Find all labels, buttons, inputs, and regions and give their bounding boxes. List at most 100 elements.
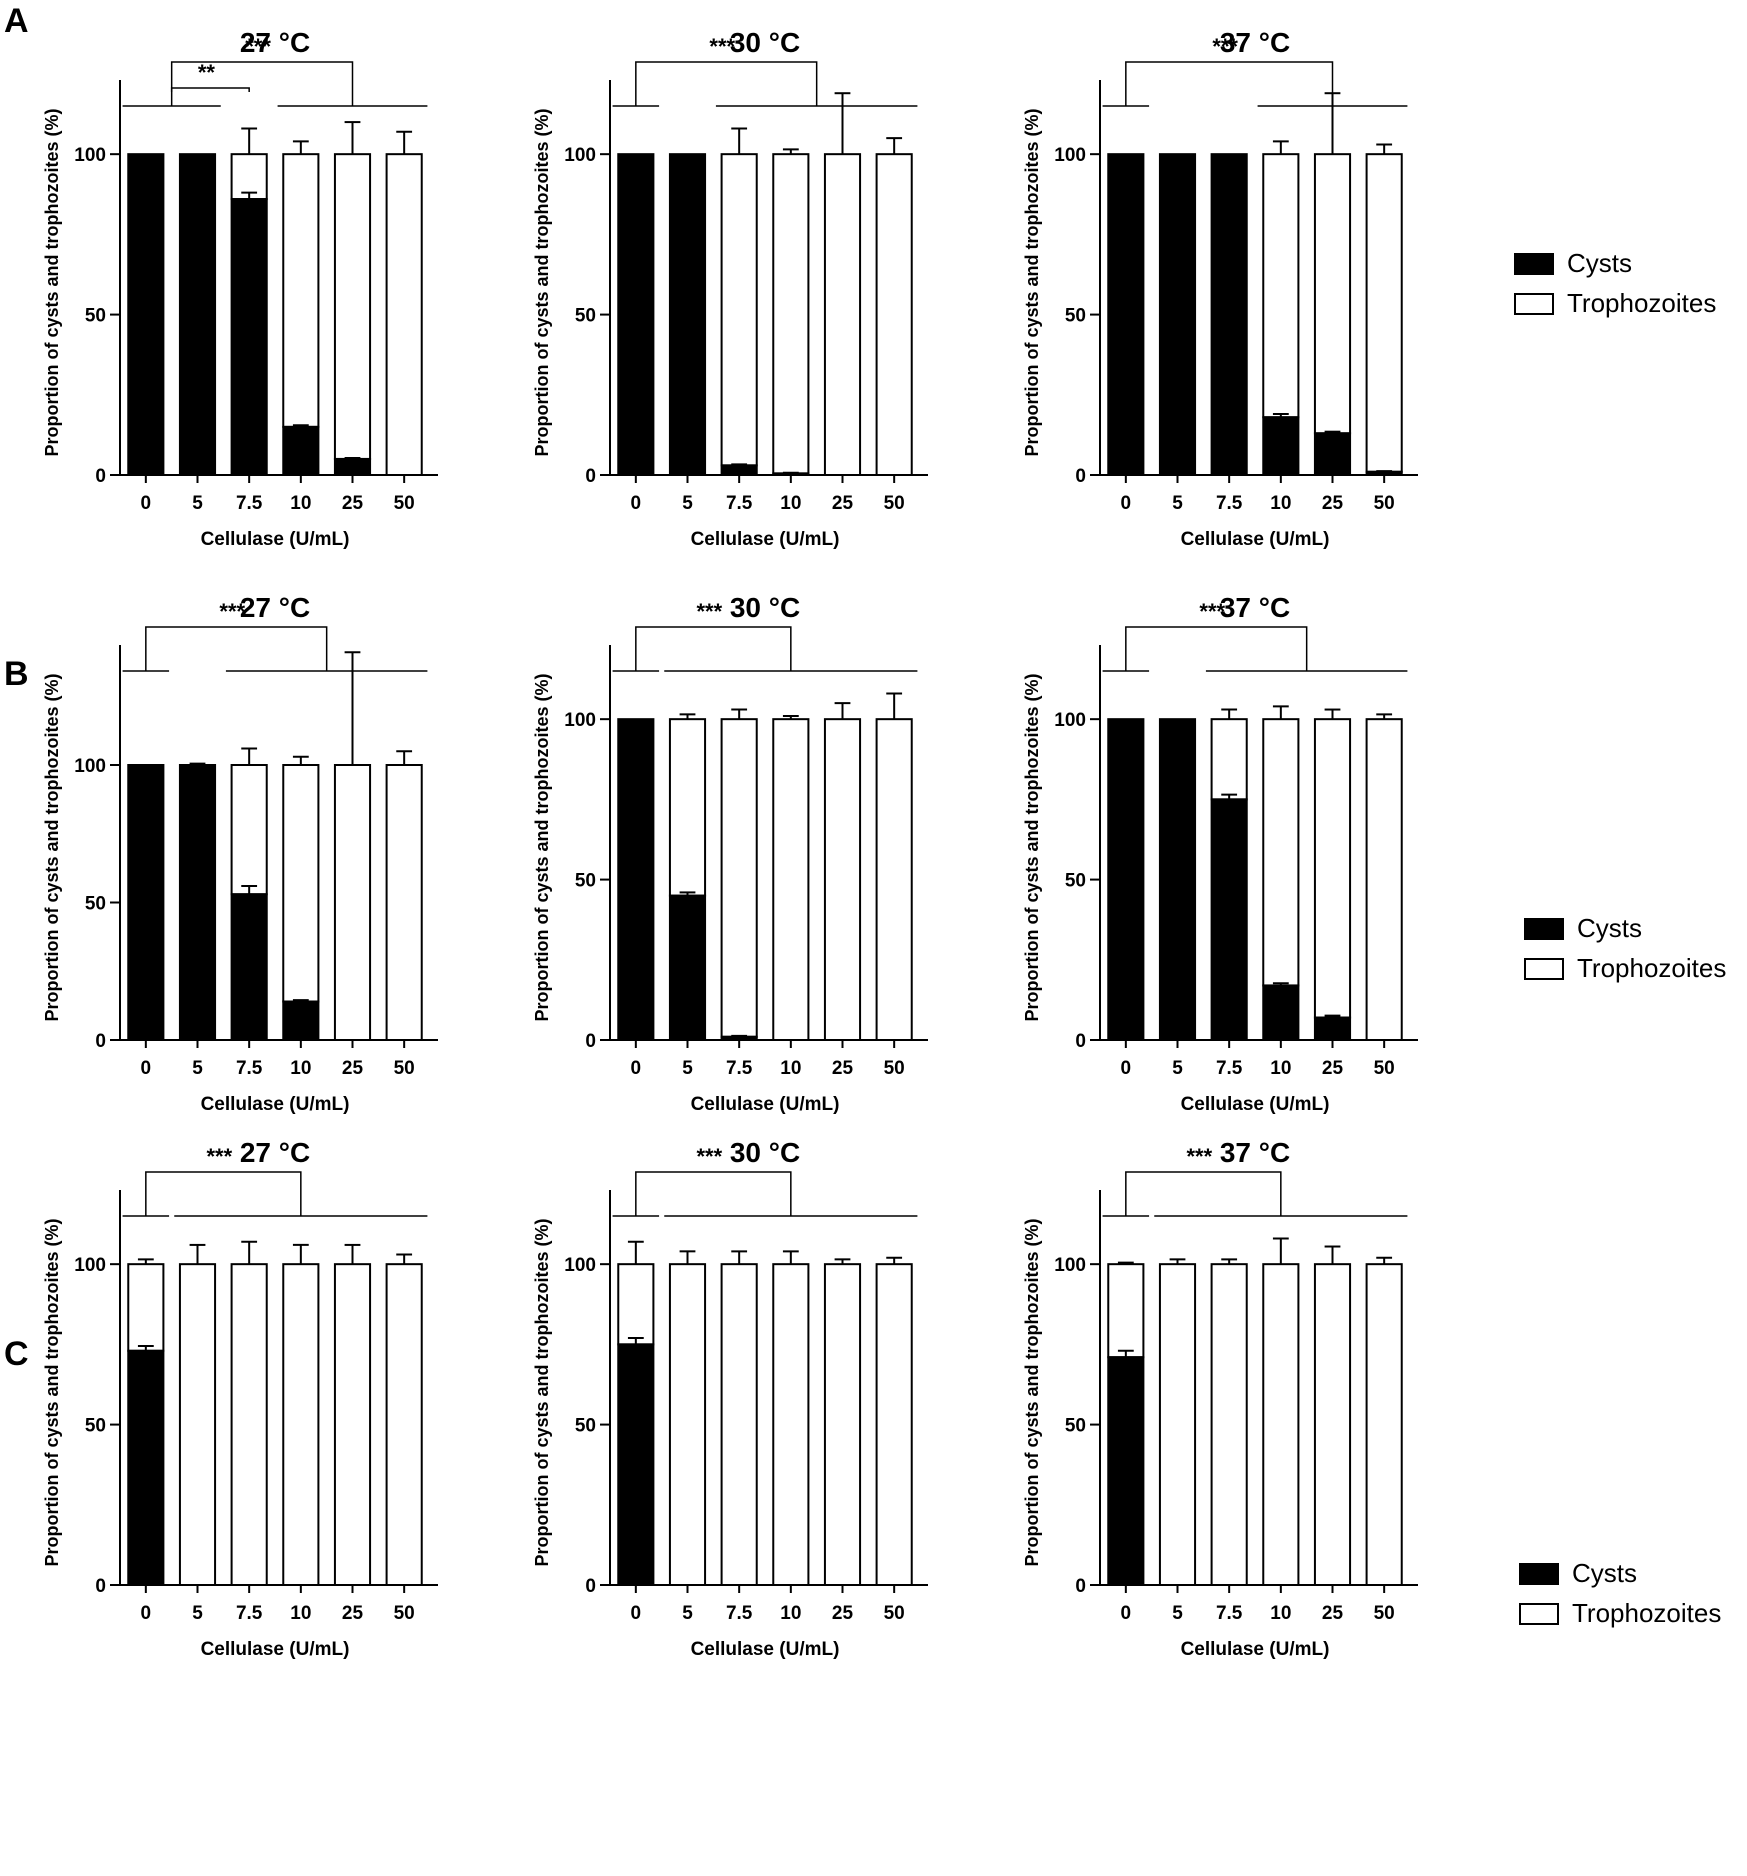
y-tick-label: 50: [575, 306, 596, 327]
bar-trophozoites: [385, 153, 423, 477]
sig-label: ***: [709, 34, 735, 59]
x-tick-label: 50: [884, 1058, 905, 1079]
x-tick-label: 7.5: [1216, 493, 1243, 514]
y-axis-label: Proportion of cysts and trophozoites (%): [1022, 673, 1042, 1021]
x-tick-label: 10: [780, 1058, 801, 1079]
y-tick-label: 100: [1054, 145, 1086, 166]
bar-cysts: [1210, 798, 1248, 1041]
x-tick-label: 25: [342, 1058, 364, 1079]
bar-cysts: [1107, 1356, 1145, 1587]
bar-cysts: [1158, 153, 1197, 477]
bar-trophozoites: [1262, 1263, 1300, 1586]
bar-cysts: [1158, 718, 1197, 1042]
x-tick-label: 10: [290, 1603, 311, 1624]
bar-trophozoites: [1262, 718, 1300, 987]
panel-letter-b: B: [4, 655, 29, 693]
x-tick-label: 10: [1270, 1058, 1291, 1079]
x-tick-label: 5: [1172, 493, 1183, 514]
y-tick-label: 100: [564, 1255, 596, 1276]
y-tick-label: 50: [85, 306, 106, 327]
x-tick-label: 50: [394, 1603, 415, 1624]
legend-label-trophozoites: Trophozoites: [1572, 1598, 1721, 1628]
bar-trophozoites: [333, 1263, 372, 1586]
bar-trophozoites: [127, 1263, 165, 1352]
x-tick-label: 7.5: [236, 1603, 263, 1624]
x-tick-label: 7.5: [1216, 1603, 1243, 1624]
x-tick-label: 50: [394, 493, 415, 514]
y-tick-label: 0: [1075, 466, 1086, 487]
bar-trophozoites: [875, 1263, 913, 1586]
bar-cysts: [178, 764, 217, 1041]
legend-label-cysts: Cysts: [1577, 913, 1642, 943]
x-axis-label: Cellulase (U/mL): [201, 1094, 350, 1115]
x-axis-label: Cellulase (U/mL): [691, 1639, 840, 1660]
bar-trophozoites: [720, 153, 758, 467]
bar-cysts: [617, 153, 655, 477]
y-tick-label: 100: [74, 145, 106, 166]
x-tick-label: 10: [1270, 1603, 1291, 1624]
y-tick-label: 50: [575, 871, 596, 892]
bar-cysts: [230, 198, 268, 476]
legend-a: Cysts Trophozoites: [1514, 248, 1716, 318]
chart-title: 30 °C: [730, 1137, 800, 1168]
bar-cysts: [1107, 153, 1145, 477]
x-tick-label: 10: [780, 493, 801, 514]
x-axis-label: Cellulase (U/mL): [691, 1094, 840, 1115]
sig-label: ***: [1199, 599, 1225, 624]
x-tick-label: 5: [682, 493, 693, 514]
y-tick-label: 100: [74, 756, 106, 777]
sig-bracket: [1125, 626, 1308, 671]
y-axis-label: Proportion of cysts and trophozoites (%): [42, 108, 62, 456]
chart-title: 30 °C: [730, 592, 800, 623]
x-tick-label: 0: [631, 493, 642, 514]
x-tick-label: 25: [342, 1603, 364, 1624]
x-tick-label: 50: [394, 1058, 415, 1079]
bar-cysts: [282, 1000, 320, 1041]
y-tick-label: 0: [585, 466, 596, 487]
y-tick-label: 0: [95, 1031, 106, 1052]
bar-trophozoites: [1365, 1263, 1403, 1586]
x-tick-label: 25: [342, 493, 364, 514]
sig-bracket: [635, 61, 818, 106]
chart-title: 37 °C: [1220, 27, 1290, 58]
bar-trophozoites: [720, 718, 758, 1038]
chart-title: 27 °C: [240, 1137, 310, 1168]
y-tick-label: 0: [95, 466, 106, 487]
bar-cysts: [127, 764, 165, 1041]
x-tick-label: 50: [1374, 1603, 1395, 1624]
legend-label-trophozoites: Trophozoites: [1577, 953, 1726, 983]
y-axis-label: Proportion of cysts and trophozoites (%): [1022, 1218, 1042, 1566]
sig-label: ***: [1212, 34, 1238, 59]
y-tick-label: 50: [1065, 871, 1086, 892]
sig-bracket: [1125, 1171, 1282, 1216]
bar-trophozoites: [1210, 718, 1248, 801]
bar-cysts: [282, 425, 320, 476]
y-tick-label: 100: [1054, 710, 1086, 731]
bar-cysts: [668, 894, 707, 1041]
x-tick-label: 25: [1322, 1058, 1344, 1079]
x-tick-label: 5: [192, 493, 203, 514]
bar-cysts: [1365, 470, 1403, 476]
bar-trophozoites: [668, 718, 707, 897]
bar-cysts: [720, 464, 758, 476]
legend-swatch-trophozoites: [1514, 293, 1554, 315]
x-tick-label: 10: [780, 1603, 801, 1624]
y-tick-label: 50: [575, 1416, 596, 1437]
bar-trophozoites: [823, 718, 862, 1042]
x-tick-label: 7.5: [726, 493, 753, 514]
x-tick-label: 7.5: [236, 493, 263, 514]
sig-bracket: [635, 626, 792, 671]
x-tick-label: 5: [1172, 1058, 1183, 1079]
x-axis-label: Cellulase (U/mL): [201, 529, 350, 550]
bar-trophozoites: [333, 764, 372, 1041]
bar-trophozoites: [1365, 718, 1403, 1042]
y-tick-label: 100: [564, 145, 596, 166]
bar-cysts: [617, 718, 655, 1042]
bar-cysts: [617, 1343, 655, 1586]
chart-title: 27 °C: [240, 592, 310, 623]
